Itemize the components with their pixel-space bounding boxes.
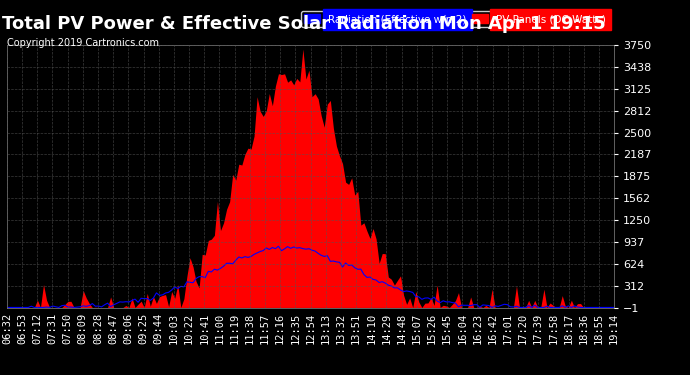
Text: Copyright 2019 Cartronics.com: Copyright 2019 Cartronics.com xyxy=(7,38,159,48)
Text: Total PV Power & Effective Solar Radiation Mon Apr 1 19:15: Total PV Power & Effective Solar Radiati… xyxy=(2,15,606,33)
Legend: Radiation (Effective w/m2), PV Panels (DC Watts): Radiation (Effective w/m2), PV Panels (D… xyxy=(302,11,609,27)
